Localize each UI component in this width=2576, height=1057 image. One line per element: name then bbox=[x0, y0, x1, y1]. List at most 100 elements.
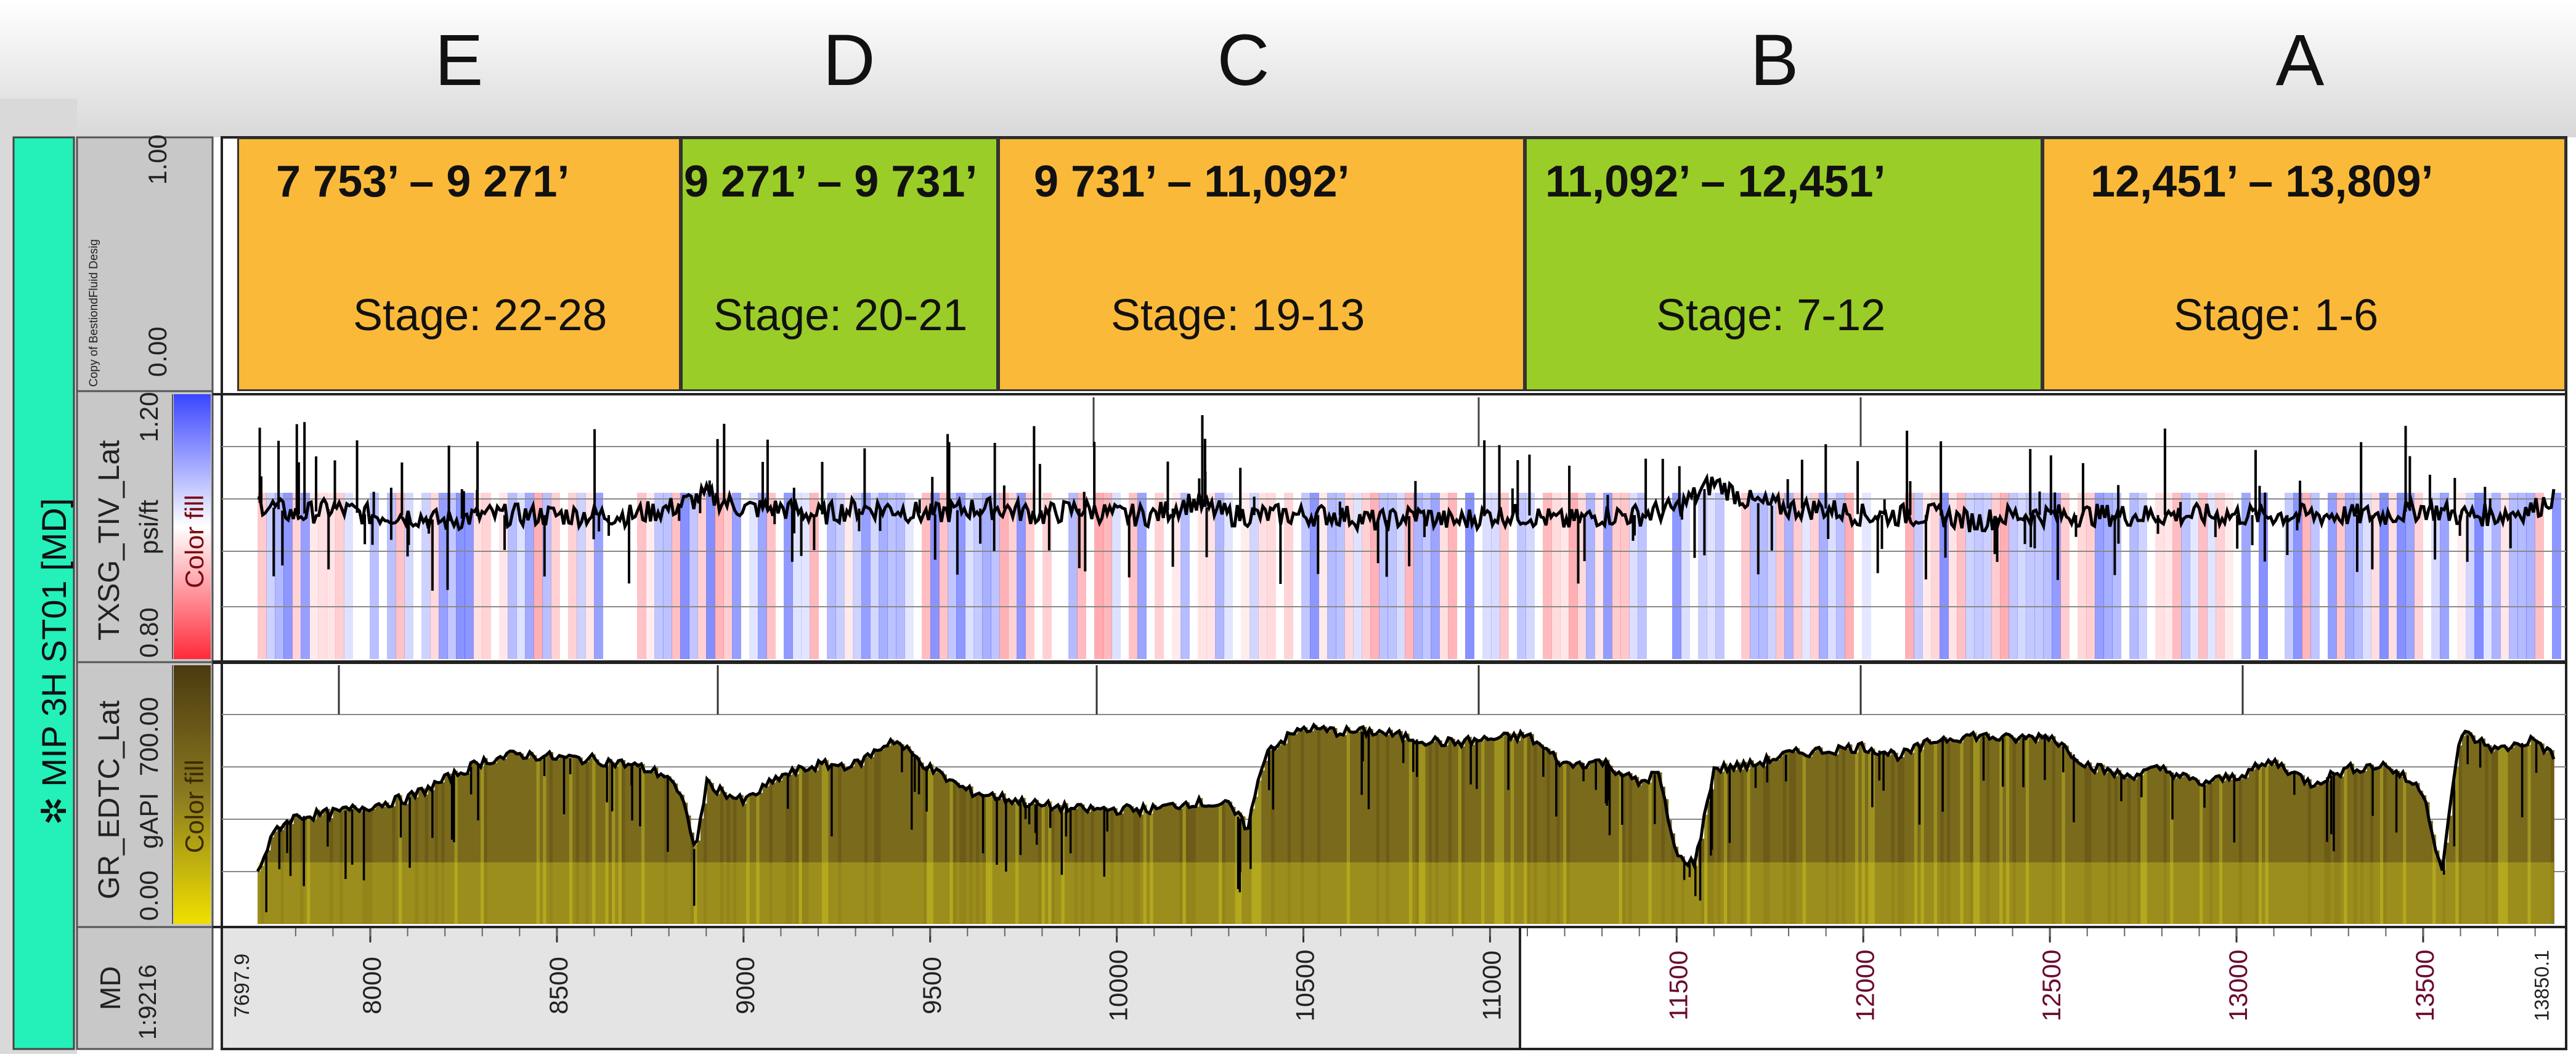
gr-fill-column bbox=[303, 819, 307, 924]
gr-fill-column bbox=[2354, 772, 2358, 924]
gr-fill-column bbox=[2478, 742, 2482, 924]
gr-fill-column bbox=[559, 755, 563, 924]
gr-fill-column bbox=[481, 767, 485, 924]
zone-e[interactable]: 7 753’ – 9 271’ Stage: 22-28 bbox=[237, 137, 681, 391]
gr-fill-column bbox=[306, 817, 311, 924]
gr-fill-column bbox=[1802, 753, 1806, 924]
tiv-fill-stripe bbox=[1025, 493, 1034, 659]
tiv-fill-stripe bbox=[585, 493, 595, 659]
gr-fill-column bbox=[490, 764, 495, 924]
gr-fill-column bbox=[365, 809, 370, 924]
gr-fill-column bbox=[1917, 743, 1922, 924]
gr-fill-column bbox=[1267, 750, 1272, 924]
gr-fill-column bbox=[1661, 787, 1665, 924]
gr-fill-column bbox=[1904, 749, 1908, 924]
gr-fill-column bbox=[674, 784, 678, 924]
gr-fill-column bbox=[1927, 739, 1932, 924]
gr-fill-column bbox=[1993, 737, 1997, 924]
tiv-fill-stripe bbox=[318, 493, 327, 659]
gr-fill-column bbox=[1428, 743, 1432, 924]
tiv-fill-stripe bbox=[1111, 493, 1121, 659]
gr-fill-column bbox=[2481, 738, 2485, 924]
gr-fill-column bbox=[989, 795, 993, 924]
gr-fill-column bbox=[1310, 731, 1315, 924]
depth-tick-label: 13000 bbox=[2224, 950, 2253, 1022]
gr-fill-column bbox=[1061, 812, 1065, 924]
gr-fill-column bbox=[2147, 769, 2151, 924]
gr-fill-column bbox=[943, 774, 947, 924]
zone-b[interactable]: 11,092’ – 12,451’ Stage: 7-12 bbox=[1525, 137, 2042, 391]
tiv-fill-stripe bbox=[1491, 493, 1500, 659]
tiv-fill-stripe bbox=[1741, 493, 1750, 659]
gr-fill-column bbox=[1327, 731, 1331, 924]
gr-fill-column bbox=[635, 763, 639, 924]
gr-fill-column bbox=[1130, 806, 1134, 924]
tiv-fill-stripe bbox=[1482, 493, 1492, 659]
depth-tick-label: 13500 bbox=[2410, 950, 2439, 1022]
gr-fill-column bbox=[1894, 753, 1898, 924]
gr-fill-column bbox=[1097, 808, 1102, 924]
tiv-fill-stripe bbox=[2328, 493, 2337, 659]
gr-fill-column bbox=[979, 793, 983, 924]
gr-fill-column bbox=[1747, 769, 1751, 924]
tiv-fill-stripe bbox=[2397, 493, 2406, 659]
zone-letter-a: A bbox=[2275, 20, 2325, 101]
tiv-fill-stripe bbox=[2405, 493, 2415, 659]
tiv-fill-stripe bbox=[2440, 493, 2449, 659]
gr-fill-column bbox=[2445, 843, 2450, 924]
gr-fill-column bbox=[739, 795, 744, 924]
gr-fill-column bbox=[556, 759, 560, 924]
gr-fill-column bbox=[704, 803, 708, 924]
tiv-fill-stripe bbox=[1439, 493, 1448, 659]
gr-fill-column bbox=[1304, 727, 1308, 924]
gr-fill-column bbox=[2052, 736, 2056, 924]
gr-fill-column bbox=[1517, 740, 1521, 924]
gr-fill-column bbox=[274, 831, 278, 924]
gr-fill-column bbox=[1924, 740, 1928, 924]
gr-fill-column bbox=[1648, 782, 1652, 924]
gr-fill-column bbox=[1559, 765, 1564, 924]
gr-fill-column bbox=[437, 782, 442, 924]
zone-c[interactable]: 9 731’ – 11,092’ Stage: 19-13 bbox=[998, 137, 1525, 391]
gr-fill-column bbox=[913, 755, 917, 924]
gr-fill-column bbox=[1999, 740, 2004, 924]
gr-fill-column bbox=[2314, 785, 2318, 924]
gr-fill-column bbox=[1864, 751, 1869, 924]
zone-a[interactable]: 12,451’ – 13,809’ Stage: 1-6 bbox=[2042, 137, 2566, 391]
gr-fill-column bbox=[2544, 752, 2548, 924]
tiv-fill-stripe bbox=[646, 493, 655, 659]
tiv-fill-stripe bbox=[1284, 493, 1293, 659]
gr-fill-column bbox=[1569, 763, 1574, 924]
gr-fill-column bbox=[861, 765, 865, 924]
tiv-fill-stripe bbox=[1905, 493, 1914, 659]
gr-fill-column bbox=[1710, 789, 1715, 924]
tiv-fill-stripe bbox=[1819, 493, 1828, 659]
gr-fill-column bbox=[972, 796, 977, 924]
gr-fill-column bbox=[2117, 770, 2121, 924]
gr-fill-column bbox=[2062, 743, 2066, 924]
gr-fill-column bbox=[648, 771, 652, 924]
zone-letter-b: B bbox=[1750, 20, 1799, 101]
gr-fill-column bbox=[1550, 753, 1554, 924]
zone-d[interactable]: 9 271’ – 9 731’ Stage: 20-21 bbox=[681, 137, 998, 391]
gr-fill-column bbox=[2081, 764, 2086, 924]
gr-fill-column bbox=[1025, 806, 1029, 924]
gr-fill-column bbox=[694, 844, 698, 924]
gr-fill-column bbox=[1760, 762, 1764, 924]
gr-fill-column bbox=[802, 767, 806, 924]
gr-fill-column bbox=[382, 806, 386, 924]
gr-fill-column bbox=[1983, 734, 1987, 924]
tiv-fill-stripe bbox=[534, 493, 543, 659]
gr-fill-column bbox=[2403, 772, 2407, 924]
zone-b-range: 11,092’ – 12,451’ bbox=[1545, 157, 1886, 206]
gr-fill-column bbox=[1034, 800, 1039, 924]
gr-fill-column bbox=[2278, 767, 2282, 924]
gr-fill-column bbox=[2426, 802, 2430, 924]
gr-fill-column bbox=[428, 786, 432, 924]
tiv-fill-stripe bbox=[2431, 493, 2440, 659]
gr-fill-column bbox=[845, 769, 849, 924]
tiv-fill-stripe bbox=[637, 493, 646, 659]
gr-fill-column bbox=[2101, 764, 2105, 924]
gr-fill-column bbox=[1612, 770, 1616, 924]
gr-fill-column bbox=[1842, 747, 1846, 924]
